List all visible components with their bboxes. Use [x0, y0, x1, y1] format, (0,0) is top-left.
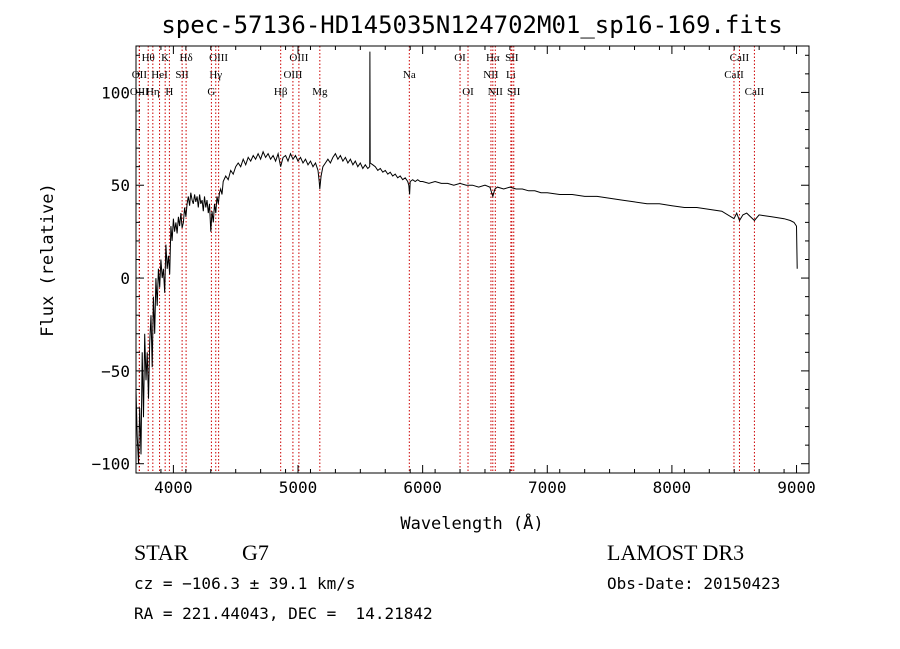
line-marker-label: Li	[506, 69, 516, 81]
spectrum-line	[135, 51, 798, 464]
x-tick-label: 5000	[279, 478, 318, 497]
x-axis-label: Wavelength (Å)	[400, 512, 543, 534]
axes: 4000 5000 6000 7000 8000 9000 −100 −50 0 50 100	[91, 46, 816, 497]
y-tick-label: −50	[101, 362, 130, 381]
line-marker-label: Hα	[486, 52, 500, 64]
line-marker-label: Hγ	[209, 69, 222, 81]
object-class: STAR	[134, 540, 189, 565]
redshift-velocity: cz = −106.3 ± 39.1 km/s	[134, 574, 356, 593]
line-marker-label: Mg	[312, 86, 328, 98]
line-marker-label: OI	[454, 52, 466, 64]
line-marker-label: NII	[483, 69, 499, 81]
chart-title: spec-57136-HD145035N124702M01_sp16-169.f…	[161, 11, 782, 39]
line-marker-label: CaII	[730, 52, 750, 64]
y-tick-label: 100	[101, 83, 130, 102]
x-tick-label: 7000	[528, 478, 567, 497]
y-tick-label: 0	[120, 269, 130, 288]
coordinates: RA = 221.44043, DEC = 14.21842	[134, 604, 433, 623]
line-marker-label: Hδ	[180, 52, 193, 64]
line-marker-label: Hη	[146, 86, 160, 98]
line-marker-label: K	[161, 52, 169, 64]
y-tick-label: −100	[91, 455, 130, 474]
line-marker-label: OIII	[289, 52, 308, 64]
x-tick-label: 9000	[777, 478, 816, 497]
y-axis-label: Flux (relative)	[38, 183, 58, 337]
line-marker-label: G	[207, 86, 215, 98]
x-tick-label: 8000	[653, 478, 692, 497]
line-marker-label: Na	[403, 69, 416, 81]
spectrum-series	[135, 51, 798, 464]
line-marker-label: SII	[175, 69, 189, 81]
line-marker-label: SII	[505, 52, 519, 64]
plot-frame	[135, 45, 810, 474]
line-marker-label: OI	[462, 86, 474, 98]
line-marker-label: CaII	[724, 69, 744, 81]
line-marker-label: Hθ	[142, 52, 155, 64]
line-marker-label: NII	[488, 86, 504, 98]
survey-name: LAMOST DR3	[607, 540, 745, 565]
y-tick-label: 50	[111, 176, 130, 195]
line-marker-label: H	[165, 86, 173, 98]
line-marker-label: OIII	[209, 52, 228, 64]
x-tick-label: 6000	[403, 478, 442, 497]
line-marker-label: OIII	[283, 69, 302, 81]
line-marker-label: Hβ	[274, 86, 288, 98]
line-marker-label: HeI	[151, 69, 168, 81]
line-marker-label: SII	[507, 86, 521, 98]
object-subclass: G7	[242, 540, 269, 565]
x-tick-label: 4000	[154, 478, 193, 497]
observation-date: Obs-Date: 20150423	[607, 574, 781, 593]
line-marker-label: CaII	[745, 86, 765, 98]
